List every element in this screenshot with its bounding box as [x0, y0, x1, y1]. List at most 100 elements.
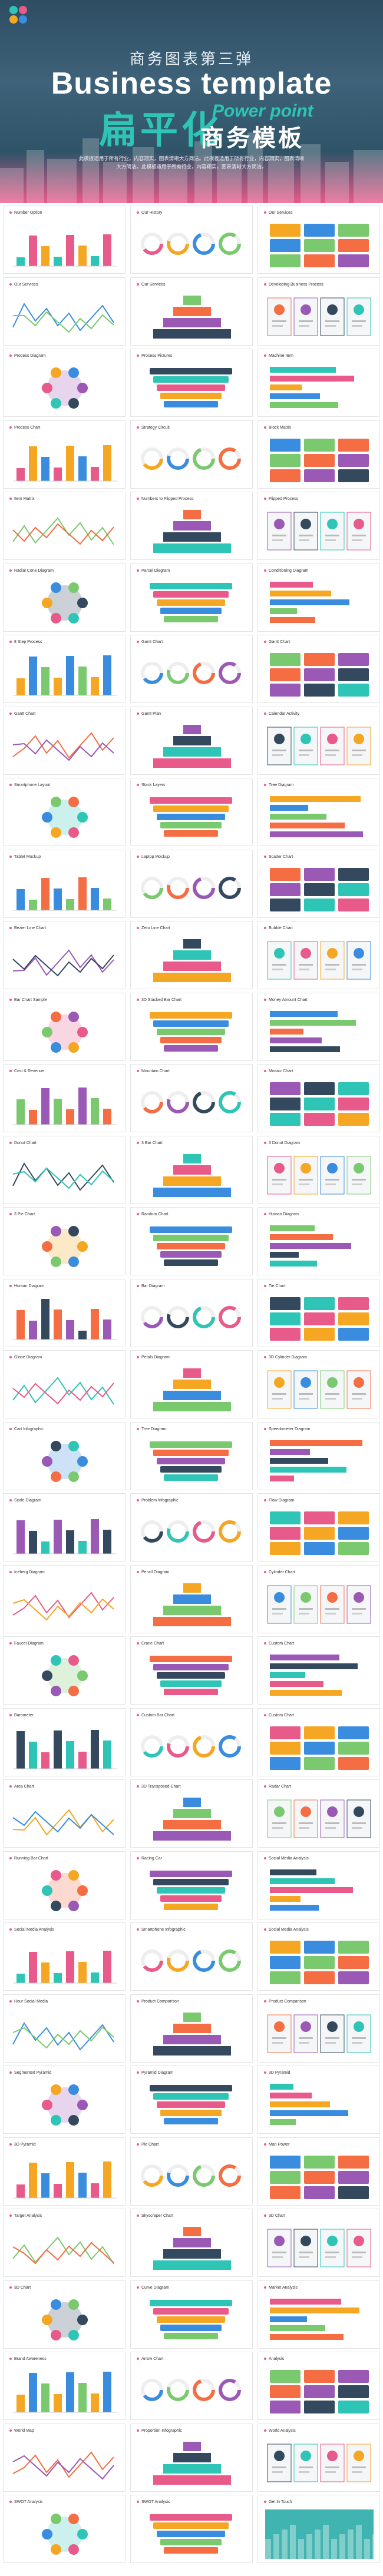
- slide-thumbnail[interactable]: Product Comparison: [130, 1994, 253, 2063]
- slide-thumbnail[interactable]: Tablet Mockup: [3, 849, 126, 918]
- slide-thumbnail[interactable]: Zero Line Chart: [130, 921, 253, 989]
- slide-thumbnail[interactable]: Number Option: [3, 205, 126, 274]
- slide-thumbnail[interactable]: 3 Pie Chart: [3, 1207, 126, 1275]
- slide-thumbnail[interactable]: Proportion Infographic: [130, 2423, 253, 2492]
- slide-thumbnail[interactable]: Our Services: [3, 277, 126, 346]
- slide-thumbnail[interactable]: Racing Car: [130, 1851, 253, 1919]
- slide-thumbnail[interactable]: SWOT Analysis: [3, 2495, 126, 2563]
- slide-thumbnail[interactable]: Scatter Chart: [257, 849, 380, 918]
- slide-thumbnail[interactable]: SWOT Analysis: [130, 2495, 253, 2563]
- slide-thumbnail[interactable]: Cart Infographic: [3, 1421, 126, 1490]
- slide-thumbnail[interactable]: Target Analysis: [3, 2209, 126, 2277]
- slide-thumbnail[interactable]: Smartphone Layout: [3, 778, 126, 846]
- slide-thumbnail[interactable]: Tree Diagram: [130, 1421, 253, 1490]
- slide-thumbnail[interactable]: Scale Diagram: [3, 1493, 126, 1561]
- slide-thumbnail[interactable]: World Analysis: [257, 2423, 380, 2492]
- slide-thumbnail[interactable]: Machine Item: [257, 349, 380, 417]
- slide-thumbnail[interactable]: Get In Touch: [257, 2495, 380, 2563]
- slide-thumbnail[interactable]: Mosaic Chart: [257, 1064, 380, 1132]
- slide-thumbnail[interactable]: Process Chart: [3, 420, 126, 489]
- slide-thumbnail[interactable]: Analysis: [257, 2352, 380, 2420]
- slide-thumbnail[interactable]: Laptop Mockup: [130, 849, 253, 918]
- slide-thumbnail[interactable]: Problem Infographic: [130, 1493, 253, 1561]
- slide-thumbnail[interactable]: 3 Donut Diagram: [257, 1135, 380, 1204]
- slide-thumbnail[interactable]: Man Power: [257, 2137, 380, 2206]
- slide-thumbnail[interactable]: Developing Business Process: [257, 277, 380, 346]
- slide-thumbnail[interactable]: Conditioning Diagram: [257, 563, 380, 632]
- slide-thumbnail[interactable]: Random Chart: [130, 1207, 253, 1275]
- slide-thumbnail[interactable]: Our Services: [257, 205, 380, 274]
- slide-thumbnail[interactable]: Skyscraper Chart: [130, 2209, 253, 2277]
- slide-thumbnail[interactable]: Crane Chart: [130, 1636, 253, 1705]
- slide-thumbnail[interactable]: Custom Chart: [257, 1708, 380, 1776]
- slide-thumbnail[interactable]: Segmented Pyramid: [3, 2066, 126, 2134]
- slide-thumbnail[interactable]: Radar Chart: [257, 1779, 380, 1848]
- slide-thumbnail[interactable]: Flipped Process: [257, 492, 380, 560]
- slide-thumbnail[interactable]: Social Media Analysis: [257, 1851, 380, 1919]
- slide-thumbnail[interactable]: Bar Diagram: [130, 1278, 253, 1347]
- slide-thumbnail[interactable]: Cost & Revenue: [3, 1064, 126, 1132]
- slide-thumbnail[interactable]: 8 Step Process: [3, 635, 126, 703]
- slide-thumbnail[interactable]: Money Amount Chart: [257, 992, 380, 1061]
- slide-thumbnail[interactable]: Radial Cone Diagram: [3, 563, 126, 632]
- slide-title: 3 Bar Chart: [137, 1141, 163, 1145]
- slide-thumbnail[interactable]: Process Pictures: [130, 349, 253, 417]
- slide-thumbnail[interactable]: Custom Chart: [257, 1636, 380, 1705]
- slide-thumbnail[interactable]: Stack Layers: [130, 778, 253, 846]
- slide-thumbnail[interactable]: 3D Pyramid: [3, 2137, 126, 2206]
- slide-thumbnail[interactable]: Product Comparison: [257, 1994, 380, 2063]
- slide-thumbnail[interactable]: Brand Awareness: [3, 2352, 126, 2420]
- slide-thumbnail[interactable]: Our History: [130, 205, 253, 274]
- slide-thumbnail[interactable]: Social Media Analysis: [257, 1922, 380, 1991]
- slide-thumbnail[interactable]: Process Diagram: [3, 349, 126, 417]
- slide-thumbnail[interactable]: Area Chart: [3, 1779, 126, 1848]
- slide-thumbnail[interactable]: Smartphone Infographic: [130, 1922, 253, 1991]
- slide-thumbnail[interactable]: World Map: [3, 2423, 126, 2492]
- slide-thumbnail[interactable]: Human Diagram: [3, 1278, 126, 1347]
- slide-thumbnail[interactable]: Cylinder Chart: [257, 1564, 380, 1633]
- slide-thumbnail[interactable]: Bubble Chart: [257, 921, 380, 989]
- slide-thumbnail[interactable]: Iceberg Diagram: [3, 1564, 126, 1633]
- slide-thumbnail[interactable]: 3 Bar Chart: [130, 1135, 253, 1204]
- slide-thumbnail[interactable]: Numbers to Flipped Process: [130, 492, 253, 560]
- slide-thumbnail[interactable]: 3D Chart: [257, 2209, 380, 2277]
- slide-thumbnail[interactable]: Parcel Diagram: [130, 563, 253, 632]
- slide-thumbnail[interactable]: Calendar Activity: [257, 706, 380, 775]
- slide-thumbnail[interactable]: Strategy Circuit: [130, 420, 253, 489]
- slide-thumbnail[interactable]: Block Matrix: [257, 420, 380, 489]
- slide-thumbnail[interactable]: Tree Diagram: [257, 778, 380, 846]
- slide-thumbnail[interactable]: Globe Diagram: [3, 1350, 126, 1418]
- slide-thumbnail[interactable]: Custom Bar Chart: [130, 1708, 253, 1776]
- slide-thumbnail[interactable]: Gantt Plan: [130, 706, 253, 775]
- slide-thumbnail[interactable]: Item Matrix: [3, 492, 126, 560]
- slide-thumbnail[interactable]: 3D Cylinder Diagram: [257, 1350, 380, 1418]
- slide-thumbnail[interactable]: Mountain Chart: [130, 1064, 253, 1132]
- slide-thumbnail[interactable]: Curve Diagram: [130, 2280, 253, 2349]
- slide-thumbnail[interactable]: Flow Diagram: [257, 1493, 380, 1561]
- slide-thumbnail[interactable]: Bezier Line Chart: [3, 921, 126, 989]
- slide-thumbnail[interactable]: Speedometer Diagram: [257, 1421, 380, 1490]
- slide-thumbnail[interactable]: Faucet Diagram: [3, 1636, 126, 1705]
- slide-thumbnail[interactable]: Bar Chart Sample: [3, 992, 126, 1061]
- slide-thumbnail[interactable]: Gantt Chart: [257, 635, 380, 703]
- slide-thumbnail[interactable]: Tie Chart: [257, 1278, 380, 1347]
- slide-thumbnail[interactable]: Barometer: [3, 1708, 126, 1776]
- slide-thumbnail[interactable]: Human Diagram: [257, 1207, 380, 1275]
- slide-thumbnail[interactable]: 3D Chart: [3, 2280, 126, 2349]
- slide-thumbnail[interactable]: Pyramid Diagram: [130, 2066, 253, 2134]
- slide-thumbnail[interactable]: Running Bar Chart: [3, 1851, 126, 1919]
- slide-thumbnail[interactable]: Market Analysis: [257, 2280, 380, 2349]
- slide-thumbnail[interactable]: Pencil Diagram: [130, 1564, 253, 1633]
- slide-thumbnail[interactable]: Petals Diagram: [130, 1350, 253, 1418]
- slide-thumbnail[interactable]: Hour Social Media: [3, 1994, 126, 2063]
- slide-thumbnail[interactable]: Donut Chart: [3, 1135, 126, 1204]
- slide-thumbnail[interactable]: Social Media Analysis: [3, 1922, 126, 1991]
- slide-thumbnail[interactable]: Pie Chart: [130, 2137, 253, 2206]
- slide-thumbnail[interactable]: 3D Stacked Bar Chart: [130, 992, 253, 1061]
- slide-thumbnail[interactable]: Arrow Chart: [130, 2352, 253, 2420]
- slide-thumbnail[interactable]: Gantt Chart: [3, 706, 126, 775]
- slide-thumbnail[interactable]: Our Services: [130, 277, 253, 346]
- slide-thumbnail[interactable]: Gantt Chart: [130, 635, 253, 703]
- slide-thumbnail[interactable]: 3D Pyramid: [257, 2066, 380, 2134]
- slide-thumbnail[interactable]: 3D Transposed Chart: [130, 1779, 253, 1848]
